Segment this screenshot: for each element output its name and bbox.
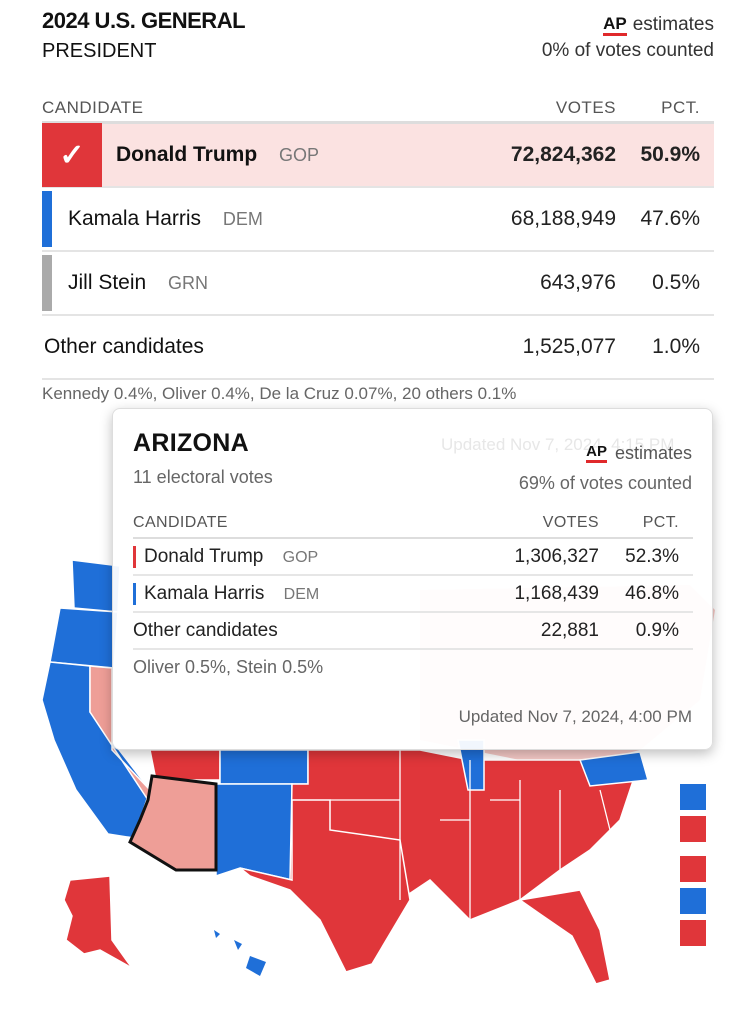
map-state-borders [330, 750, 611, 920]
candidate-name: Donald Trump [116, 143, 258, 166]
map-state-virginia[interactable] [578, 751, 649, 787]
popup-table-header: CANDIDATE VOTES PCT. [133, 509, 693, 539]
candidate-votes: 1,168,439 [514, 582, 599, 604]
map-state-florida[interactable] [518, 889, 611, 985]
candidate-party: GRN [168, 273, 209, 293]
candidate-name: Kamala Harris [68, 207, 202, 230]
others-breakdown: Kennedy 0.4%, Oliver 0.4%, De la Cruz 0.… [42, 384, 517, 403]
popup-electoral-votes: 11 electoral votes [133, 467, 273, 487]
ap-estimates-label[interactable]: estimates [614, 443, 692, 463]
popup-updated-time: Updated Nov 7, 2024, 4:00 PM [458, 707, 692, 726]
candidate-pct: 1.0% [652, 335, 700, 358]
popup-votes-counted: 69% of votes counted [518, 473, 692, 493]
candidate-party: DEM [283, 585, 320, 603]
race-subtitle: PRESIDENT [42, 40, 157, 62]
candidate-name: Other candidates [44, 335, 204, 358]
popup-others-breakdown: Oliver 0.5%, Stein 0.5% [133, 657, 324, 677]
candidate-pct: 0.9% [635, 619, 679, 641]
map-state-texas[interactable] [239, 799, 411, 973]
map-state-alaska[interactable] [63, 875, 133, 969]
candidate-row-others[interactable]: Other candidates 1,525,077 1.0% [42, 316, 714, 380]
candidate-name: Jill Stein [68, 271, 147, 294]
candidate-name: Kamala Harris [144, 582, 265, 604]
winner-check-icon: ✓ [42, 123, 102, 187]
results-table: CANDIDATE VOTES PCT. ✓ Donald Trump GOP … [42, 94, 714, 380]
candidate-votes: 1,306,327 [514, 545, 599, 567]
candidate-votes: 72,824,362 [510, 143, 616, 166]
candidate-votes: 68,188,949 [510, 207, 616, 230]
map-state-box[interactable] [680, 920, 706, 946]
popup-row-trump: Donald Trump GOP 1,306,327 52.3% [133, 539, 693, 576]
popup-row-others: Other candidates 22,881 0.9% [133, 613, 693, 650]
map-state-hawaii[interactable] [214, 930, 266, 976]
header-candidate: CANDIDATE [42, 97, 144, 117]
candidate-row-harris[interactable]: Kamala Harris DEM 68,188,949 47.6% [42, 188, 714, 252]
map-state-box[interactable] [680, 784, 706, 810]
header-votes: VOTES [542, 514, 599, 531]
candidate-pct: 50.9% [640, 143, 700, 166]
votes-counted: 0% of votes counted [541, 40, 714, 61]
candidate-name: Other candidates [133, 619, 278, 641]
candidate-row-stein[interactable]: Jill Stein GRN 643,976 0.5% [42, 252, 714, 316]
popup-results-table: CANDIDATE VOTES PCT. Donald Trump GOP 1,… [133, 509, 693, 650]
popup-row-harris: Kamala Harris DEM 1,168,439 46.8% [133, 576, 693, 613]
party-color-bar [42, 255, 52, 311]
ap-estimates: AP estimates [603, 14, 714, 36]
candidate-name: Donald Trump [144, 545, 264, 567]
state-popup-arizona: Updated Nov 7, 2024, 4:15 PM ARIZONA 11 … [112, 408, 713, 750]
candidate-row-trump[interactable]: ✓ Donald Trump GOP 72,824,362 50.9% [42, 123, 714, 188]
candidate-votes: 643,976 [540, 271, 616, 294]
race-title: 2024 U.S. GENERAL [42, 8, 246, 33]
ap-logo: AP [603, 14, 627, 36]
ap-estimates-label[interactable]: estimates [632, 14, 714, 35]
candidate-party: GOP [282, 548, 319, 566]
map-state-box[interactable] [680, 888, 706, 914]
party-color-bar [42, 191, 52, 247]
candidate-party: GOP [279, 145, 320, 165]
candidate-pct: 46.8% [625, 582, 679, 604]
map-state-colorado[interactable] [219, 749, 309, 785]
candidate-votes: 22,881 [540, 619, 599, 641]
map-state-box[interactable] [680, 856, 706, 882]
popup-state-title: ARIZONA [133, 429, 249, 457]
candidate-party: DEM [222, 209, 263, 229]
candidate-pct: 47.6% [640, 207, 700, 230]
table-header: CANDIDATE VOTES PCT. [42, 94, 714, 124]
party-color-bar [133, 545, 136, 568]
header-votes: VOTES [555, 97, 616, 117]
header-pct: PCT. [661, 97, 700, 117]
map-state-oregon[interactable] [49, 607, 119, 669]
candidate-pct: 52.3% [625, 545, 679, 567]
map-state-new-mexico[interactable] [215, 783, 293, 881]
map-state-utah[interactable] [149, 749, 221, 781]
popup-ghost-updated: Updated Nov 7, 2024, 4:15 PM [441, 435, 675, 454]
candidate-pct: 0.5% [652, 271, 700, 294]
map-state-arizona[interactable] [128, 774, 218, 872]
popup-ap-estimates: AP estimates [586, 443, 692, 464]
header-pct: PCT. [642, 514, 679, 531]
header-candidate: CANDIDATE [133, 514, 228, 531]
ap-logo: AP [586, 444, 607, 463]
map-state-box[interactable] [680, 816, 706, 842]
party-color-bar [133, 582, 136, 605]
candidate-votes: 1,525,077 [522, 335, 616, 358]
